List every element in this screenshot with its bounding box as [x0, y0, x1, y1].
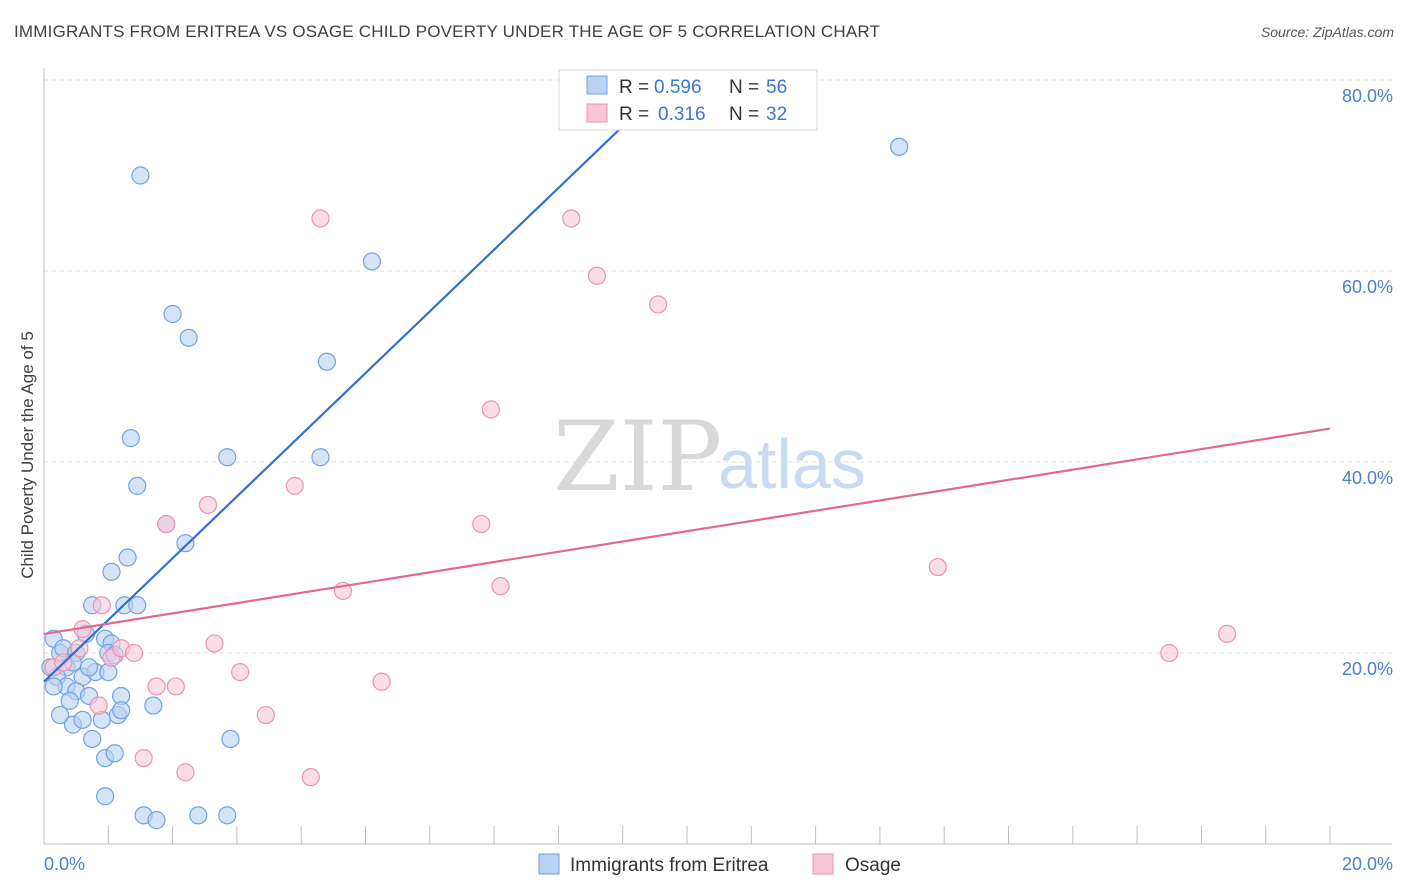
osage-point	[372, 672, 391, 691]
eritrea-point	[317, 352, 337, 371]
bottom-legend-label-osage: Osage	[845, 855, 901, 876]
eritrea-point	[118, 548, 137, 567]
chart-title: IMMIGRANTS FROM ERITREA VS OSAGE CHILD P…	[14, 22, 881, 41]
x-tick-labels: 0.0% 20.0%	[44, 854, 1393, 874]
eritrea-point	[60, 691, 79, 710]
eritrea-point	[128, 596, 147, 615]
osage-point	[491, 577, 510, 596]
y-tick-label: 80.0%	[1342, 86, 1393, 106]
series-eritrea-points	[41, 137, 909, 830]
eritrea-point	[83, 729, 102, 749]
series-legend: Immigrants from Eritrea Osage	[538, 853, 901, 876]
y-tick-label: 60.0%	[1342, 277, 1393, 297]
eritrea-point	[179, 328, 198, 347]
eritrea-point	[105, 744, 124, 763]
osage-point	[157, 514, 176, 534]
osage-point	[205, 634, 224, 653]
osage-point	[92, 596, 111, 615]
trend-lines	[43, 79, 1331, 683]
eritrea-point	[112, 701, 131, 720]
legend-swatch-osage	[586, 103, 608, 123]
osage-point	[89, 696, 108, 715]
source-note: Source: ZipAtlas.com	[1260, 24, 1394, 40]
eritrea-point	[95, 787, 115, 806]
x-tick-label: 0.0%	[44, 854, 85, 874]
eritrea-point	[147, 811, 166, 830]
legend-r-label-eritrea: R =	[619, 77, 649, 98]
eritrea-point	[221, 729, 240, 749]
eritrea-point	[890, 137, 909, 156]
osage-point	[134, 748, 153, 768]
eritrea-point	[128, 476, 147, 495]
watermark-atlas: atlas	[718, 425, 866, 503]
eritrea-point	[163, 304, 182, 324]
eritrea-trend-line	[43, 79, 672, 683]
osage-point	[648, 295, 668, 314]
osage-point	[928, 557, 947, 577]
y-tick-label: 20.0%	[1342, 659, 1393, 679]
eritrea-point	[218, 448, 237, 467]
legend-r-label-osage: R =	[619, 104, 649, 125]
y-tick-labels: 20.0% 40.0% 60.0% 80.0%	[1342, 86, 1393, 679]
bottom-legend-label-eritrea: Immigrants from Eritrea	[570, 855, 769, 876]
eritrea-point	[176, 534, 195, 553]
bottom-legend-swatch-eritrea	[538, 853, 560, 875]
eritrea-point	[131, 166, 150, 185]
osage-point	[301, 768, 320, 787]
eritrea-point	[44, 677, 63, 696]
gridlines	[44, 79, 1392, 654]
osage-point	[1218, 624, 1237, 644]
osage-point	[256, 705, 275, 725]
legend-n-value-eritrea: 56	[766, 77, 787, 98]
osage-point	[147, 677, 166, 696]
osage-point	[176, 763, 195, 782]
osage-point	[481, 400, 500, 419]
y-tick-label: 40.0%	[1342, 468, 1393, 488]
legend-r-value-eritrea: 0.596	[654, 77, 702, 98]
y-axis-label: Child Poverty Under the Age of 5	[18, 331, 37, 579]
eritrea-point	[218, 806, 237, 825]
eritrea-point	[102, 562, 121, 581]
eritrea-point	[73, 710, 92, 729]
osage-point	[124, 643, 144, 663]
legend-n-value-osage: 32	[766, 104, 787, 125]
osage-point	[311, 209, 330, 228]
eritrea-point	[311, 448, 330, 467]
osage-point	[198, 495, 218, 515]
watermark-zip: ZIP	[553, 401, 722, 513]
bottom-legend-swatch-osage	[812, 853, 834, 875]
x-ticks	[43, 826, 1331, 844]
osage-point	[472, 514, 491, 534]
eritrea-point	[144, 696, 163, 715]
osage-point	[562, 209, 581, 228]
eritrea-point	[189, 806, 208, 825]
osage-point	[587, 266, 607, 285]
eritrea-point	[121, 429, 140, 448]
stats-legend: R = 0.596 N = 56 R = 0.316 N = 32	[558, 69, 818, 131]
axes	[43, 68, 1392, 845]
legend-swatch-eritrea	[586, 75, 608, 95]
osage-point	[231, 662, 250, 682]
x-tick-label: 20.0%	[1342, 854, 1393, 874]
osage-trend-line	[43, 427, 1331, 635]
eritrea-point	[50, 705, 70, 725]
eritrea-point	[79, 658, 99, 677]
osage-point	[285, 476, 304, 495]
legend-n-label-eritrea: N =	[729, 77, 759, 98]
legend-r-value-osage: 0.316	[658, 104, 706, 125]
osage-point	[166, 677, 185, 696]
legend-n-label-osage: N =	[729, 104, 759, 125]
eritrea-point	[362, 252, 382, 271]
osage-point	[1160, 643, 1179, 663]
